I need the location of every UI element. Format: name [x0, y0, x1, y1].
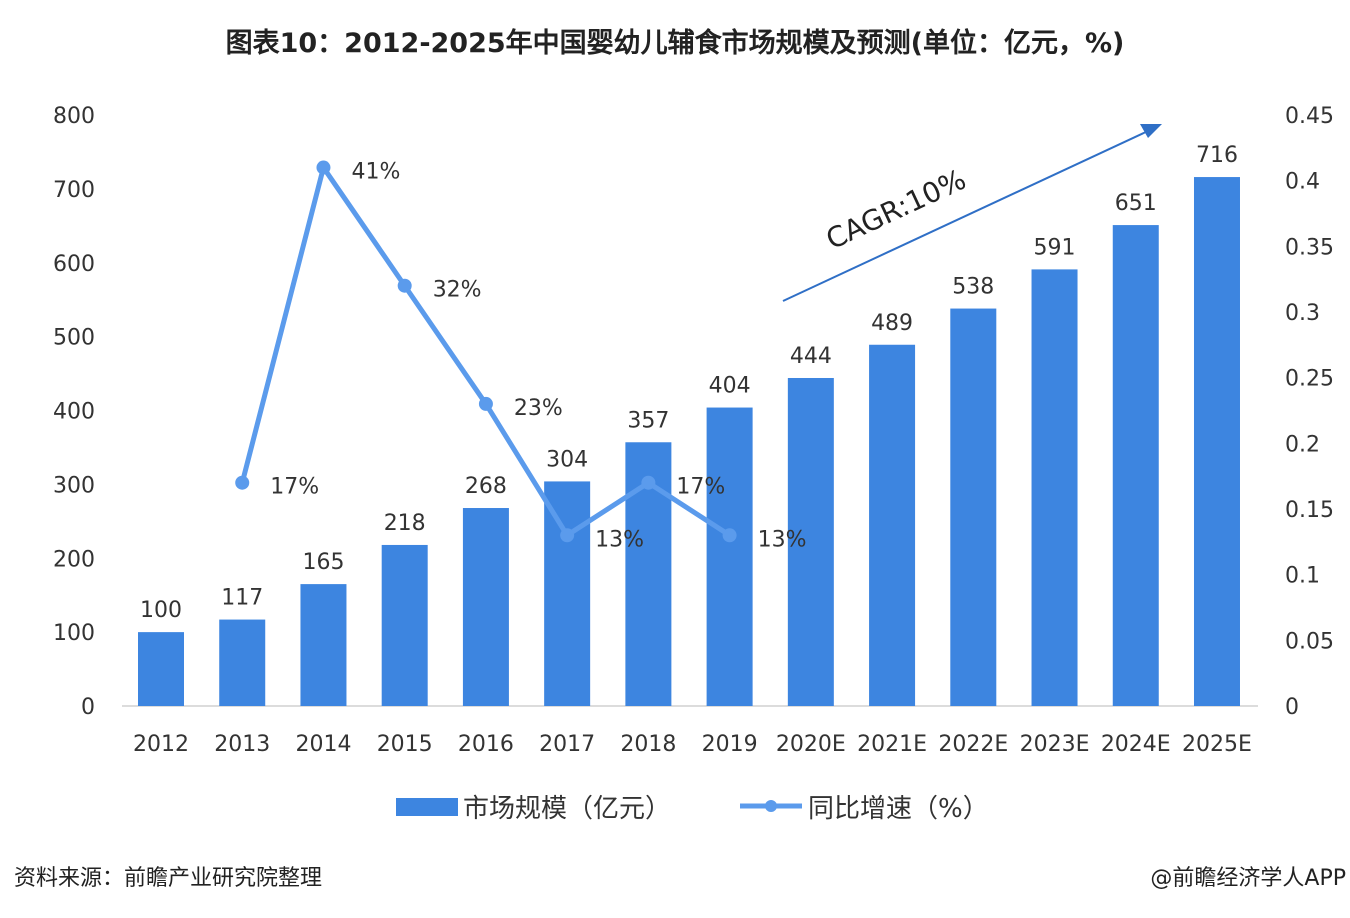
legend-line-marker: [765, 800, 777, 812]
bar-data-label: 444: [790, 344, 832, 369]
y-right-tick-label: 0.35: [1285, 235, 1334, 260]
y-right-tick-label: 0.2: [1285, 432, 1320, 457]
bar-data-label: 117: [221, 586, 263, 611]
chart-title: 图表10：2012-2025年中国婴幼儿辅食市场规模及预测(单位：亿元，%): [226, 27, 1125, 59]
bar-data-label: 218: [384, 511, 426, 536]
growth-data-label: 32%: [433, 278, 482, 303]
bar: [300, 584, 347, 706]
growth-point: [641, 475, 656, 490]
bar: [706, 407, 753, 706]
x-tick-label: 2014: [295, 732, 351, 757]
y-left-tick-label: 500: [53, 326, 95, 351]
arrowhead-icon: [1140, 124, 1162, 138]
x-tick-label: 2020E: [776, 732, 846, 757]
y-right-tick-label: 0.25: [1285, 367, 1334, 392]
x-tick-label: 2021E: [857, 732, 927, 757]
y-right-tick-label: 0.4: [1285, 170, 1320, 195]
y-left-tick-label: 0: [81, 695, 95, 720]
cagr-arrow: [782, 130, 1149, 302]
y-right-tick-label: 0.45: [1285, 104, 1334, 129]
bar-data-label: 716: [1196, 143, 1238, 168]
y-left-tick-label: 800: [53, 104, 95, 129]
y-axis-right: 0 0.05 0.1 0.15 0.2 0.25 0.3 0.35 0.4 0.45: [1285, 104, 1334, 720]
legend-bar-swatch: [396, 798, 458, 816]
y-right-tick-label: 0: [1285, 695, 1299, 720]
y-left-tick-label: 300: [53, 473, 95, 498]
growth-point: [397, 278, 412, 293]
bar-data-label: 304: [546, 447, 588, 472]
y-axis-left: 0 100 200 300 400 500 600 700 800: [53, 104, 95, 720]
y-right-tick-label: 0.05: [1285, 629, 1334, 654]
y-left-tick-label: 200: [53, 547, 95, 572]
x-tick-label: 2024E: [1101, 732, 1171, 757]
x-tick-label: 2022E: [938, 732, 1008, 757]
x-axis: 2012 2013 2014 2015 2016 2017 2018 2019 2020E 202…: [133, 732, 1252, 757]
bar-data-label: 591: [1034, 235, 1076, 260]
bar: [1193, 177, 1240, 706]
legend-line-label: 同比增速（%）: [808, 794, 989, 824]
x-tick-label: 2016: [458, 732, 514, 757]
x-tick-label: 2015: [377, 732, 433, 757]
y-right-tick-label: 0.3: [1285, 301, 1320, 326]
bar-data-label: 357: [627, 408, 669, 433]
x-tick-label: 2019: [702, 732, 758, 757]
y-left-tick-label: 100: [53, 621, 95, 646]
bar: [1031, 269, 1078, 706]
credit: @前瞻经济学人APP: [1150, 866, 1346, 891]
growth-point: [722, 528, 737, 543]
growth-point: [478, 396, 493, 411]
x-tick-label: 2012: [133, 732, 189, 757]
y-left-tick-label: 600: [53, 252, 95, 277]
bar: [869, 344, 916, 706]
bar-data-label: 165: [302, 550, 344, 575]
bar: [219, 619, 266, 706]
growth-line: 17% 41% 32% 23% 13% 17% 13%: [235, 160, 807, 552]
growth-data-label: 13%: [758, 527, 807, 552]
growth-data-label: 13%: [595, 527, 644, 552]
bar-data-label: 651: [1115, 191, 1157, 216]
growth-point: [560, 528, 575, 543]
bars: 100 117 165 218 268 304 357 404 444 489 538 591 651 7…: [138, 143, 1240, 707]
x-tick-label: 2013: [214, 732, 270, 757]
growth-point: [316, 160, 331, 175]
legend-bar-label: 市场规模（亿元）: [463, 794, 671, 824]
bar: [544, 481, 591, 706]
y-left-tick-label: 700: [53, 178, 95, 203]
bar-data-label: 489: [871, 311, 913, 336]
bar: [138, 632, 184, 706]
x-tick-label: 2023E: [1020, 732, 1090, 757]
y-left-tick-label: 400: [53, 400, 95, 425]
bar-data-label: 404: [709, 374, 751, 399]
bar: [462, 508, 509, 706]
x-tick-label: 2025E: [1182, 732, 1252, 757]
y-right-tick-label: 0.1: [1285, 564, 1320, 589]
bar: [950, 308, 997, 706]
growth-point: [235, 475, 250, 490]
x-tick-label: 2017: [539, 732, 595, 757]
bar: [1112, 225, 1159, 707]
y-right-tick-label: 0.15: [1285, 498, 1334, 523]
bar-data-label: 268: [465, 474, 507, 499]
source-note: 资料来源：前瞻产业研究院整理: [14, 866, 322, 891]
bar-data-label: 538: [952, 275, 994, 300]
bar: [787, 377, 834, 706]
growth-data-label: 17%: [676, 475, 725, 500]
growth-data-label: 41%: [351, 160, 400, 185]
x-tick-label: 2018: [620, 732, 676, 757]
growth-data-label: 23%: [514, 396, 563, 421]
cagr-label: CAGR:10%: [821, 163, 971, 256]
legend: 市场规模（亿元） 同比增速（%）: [396, 794, 989, 824]
bar: [381, 544, 428, 706]
growth-data-label: 17%: [270, 475, 319, 500]
bar-data-label: 100: [140, 598, 182, 623]
